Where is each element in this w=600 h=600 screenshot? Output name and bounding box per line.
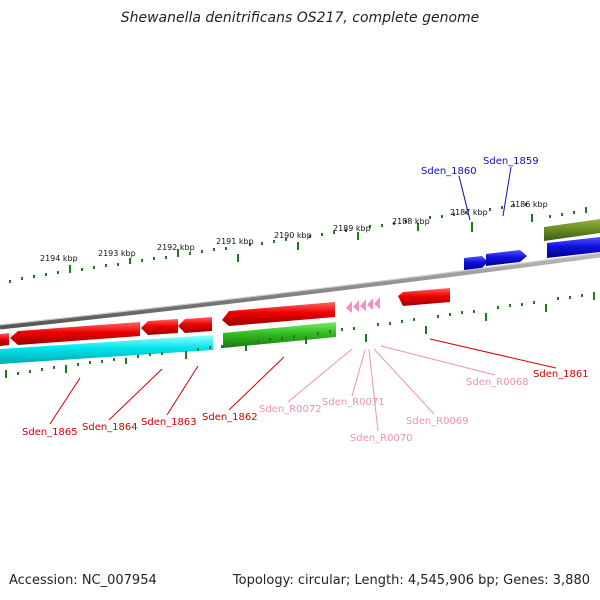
scale-ticks-lower	[5, 292, 595, 378]
gene-arrow-sden-1865[interactable]	[0, 333, 9, 346]
gene-label-sden-r0070[interactable]: Sden_R0070	[350, 433, 413, 444]
gene-label-sden-r0068[interactable]: Sden_R0068	[466, 377, 529, 388]
green-track[interactable]	[223, 322, 336, 348]
scale-label: 2190 kbp	[274, 231, 312, 240]
gene-label-sden-1862[interactable]: Sden_1862	[202, 412, 258, 423]
trna-sden-r0071[interactable]	[353, 300, 359, 312]
reverse-strand-red-genes	[0, 288, 450, 346]
gene-arrow-blue-right[interactable]	[547, 237, 600, 258]
gene-arrow-sden-1861[interactable]	[398, 288, 450, 306]
scale-ticks-upper	[9, 203, 587, 283]
map-title: Shewanella denitrificans OS217, complete…	[120, 10, 480, 26]
gene-label-sden-r0069[interactable]: Sden_R0069	[406, 416, 469, 427]
gene-arrow-sden-1863b[interactable]	[178, 317, 212, 333]
leader-lines	[49, 166, 557, 432]
gene-arrow-sden-1860[interactable]	[464, 256, 488, 270]
gene-arrow-sden-1859[interactable]	[486, 250, 527, 266]
trna-sden-r0069[interactable]	[367, 298, 373, 310]
topology-text: Topology: circular; Length: 4,545,906 bp…	[232, 573, 590, 588]
genome-backbone	[0, 252, 600, 330]
gene-label-sden-1861[interactable]: Sden_1861	[533, 369, 589, 380]
scale-label: 2187 kbp	[450, 208, 488, 217]
gene-labels: Sden_1860 Sden_1859 Sden_1865 Sden_1864 …	[22, 156, 589, 444]
gene-label-sden-1865[interactable]: Sden_1865	[22, 427, 78, 438]
forward-strand-genes	[464, 219, 600, 270]
trna-markers	[346, 297, 380, 313]
trna-sden-r0068[interactable]	[374, 297, 380, 309]
gene-arrow-sden-1863[interactable]	[141, 319, 178, 335]
gene-label-sden-1863[interactable]: Sden_1863	[141, 417, 197, 428]
genome-backbone-highlight	[0, 252, 600, 326]
gene-label-sden-r0072[interactable]: Sden_R0072	[259, 404, 322, 415]
scale-label: 2189 kbp	[333, 224, 371, 233]
scale-label: 2194 kbp	[40, 254, 78, 263]
gene-label-sden-1859[interactable]: Sden_1859	[483, 156, 539, 167]
scale-label: 2188 kbp	[392, 217, 430, 226]
gene-label-sden-r0071[interactable]: Sden_R0071	[322, 397, 385, 408]
gene-label-sden-1864[interactable]: Sden_1864	[82, 422, 138, 433]
gene-arrow-sden-1864[interactable]	[10, 322, 140, 345]
trna-sden-r0070[interactable]	[360, 299, 366, 311]
cyan-track[interactable]	[0, 335, 213, 364]
trna-sden-r0072[interactable]	[346, 301, 352, 313]
scale-labels: 2194 kbp 2193 kbp 2192 kbp 2191 kbp 2190…	[40, 200, 548, 263]
gene-arrow-sden-1862[interactable]	[222, 302, 335, 326]
gene-arrow-olive-right[interactable]	[544, 219, 600, 241]
gene-label-sden-1860[interactable]: Sden_1860	[421, 166, 477, 177]
scale-label: 2193 kbp	[98, 249, 136, 258]
scale-label: 2192 kbp	[157, 243, 195, 252]
scale-label: 2186 kbp	[510, 200, 548, 209]
accession-text: Accession: NC_007954	[9, 573, 157, 588]
scale-label: 2191 kbp	[216, 237, 254, 246]
